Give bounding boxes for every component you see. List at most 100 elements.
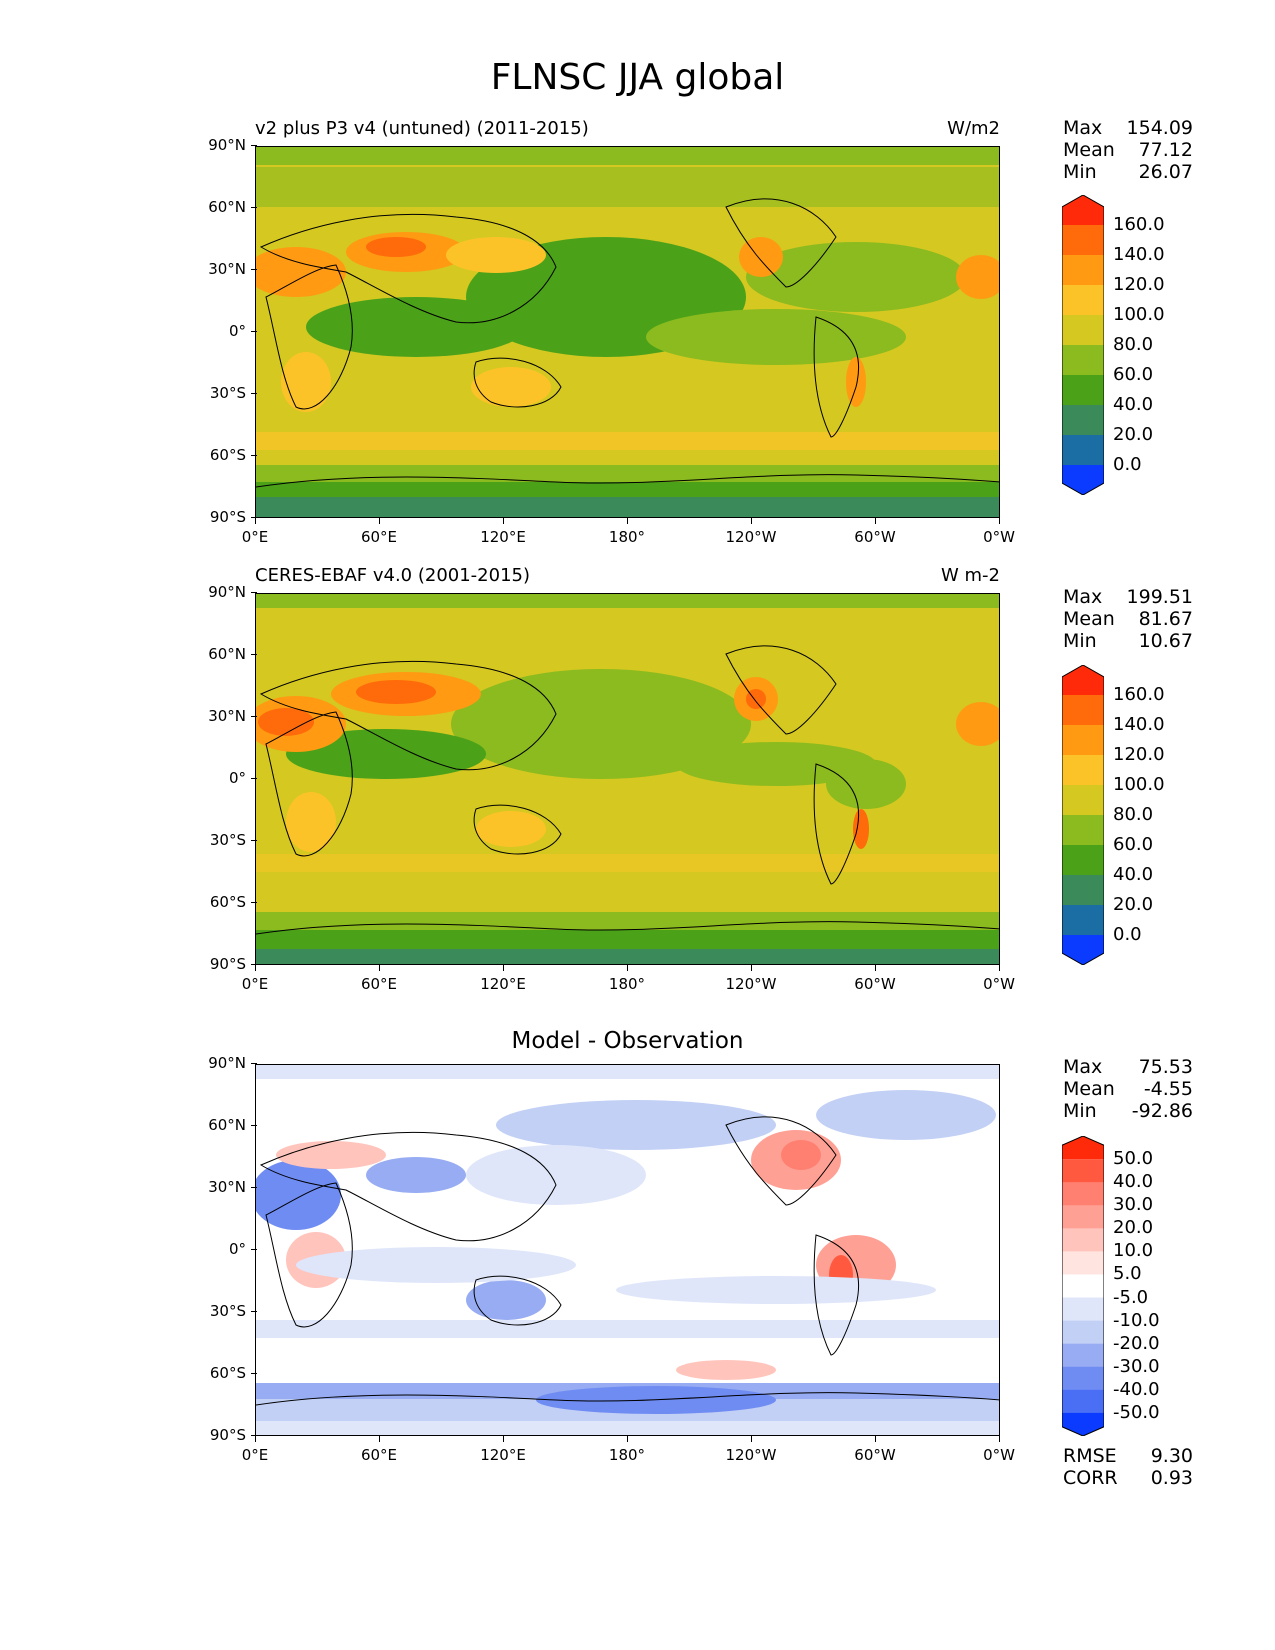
colorbar-tick-label: 60.0 xyxy=(1113,834,1154,855)
lat-tick-label: 30°S xyxy=(186,831,257,849)
lat-tick-label: 90°N xyxy=(186,136,257,154)
colorbar-tick-label: 5.0 xyxy=(1113,1263,1142,1285)
lat-tick-label: 0° xyxy=(186,769,257,787)
lon-tick-label: 180° xyxy=(587,518,667,546)
stat-max-label: Max xyxy=(1063,1056,1103,1078)
colorbar-segment xyxy=(1062,755,1104,786)
lat-tick-label: 30°N xyxy=(186,1178,257,1196)
colorbar-segment xyxy=(1062,285,1104,316)
colorbar-segment xyxy=(1062,195,1104,225)
lon-tick-label: 0°E xyxy=(215,1436,295,1464)
stat-mean: 77.12 xyxy=(1138,139,1193,161)
colorbar xyxy=(1061,1135,1105,1437)
colorbar-graphic xyxy=(1061,194,1105,496)
colorbar-segment xyxy=(1062,1320,1104,1345)
stat-mean-label: Mean xyxy=(1063,1078,1115,1100)
stats-box: Max 199.51 Mean 81.67 Min 10.67 xyxy=(1063,586,1193,652)
colorbar-tick-label: 40.0 xyxy=(1113,394,1154,415)
stat-max: 75.53 xyxy=(1138,1056,1193,1078)
map-field xyxy=(256,147,999,517)
lat-tick-label: 0° xyxy=(186,322,257,340)
figure-title: FLNSC JJA global xyxy=(490,57,785,98)
colorbar-tick-label: 10.0 xyxy=(1113,1240,1154,1262)
stat-max: 154.09 xyxy=(1126,117,1193,139)
colorbar-segment xyxy=(1062,905,1104,936)
colorbar-tick-label: 80.0 xyxy=(1113,334,1154,355)
lon-tick-label: 0°E xyxy=(215,965,295,993)
colorbar-tick-label: 100.0 xyxy=(1113,774,1165,795)
colorbar-tick-label: 140.0 xyxy=(1113,714,1165,735)
stat-min: 26.07 xyxy=(1138,161,1193,183)
panel-subtitle: Model - Observation xyxy=(511,1028,744,1054)
colorbar-tick-label: 30.0 xyxy=(1113,1194,1154,1216)
colorbar-tick-label: 0.0 xyxy=(1113,454,1142,475)
lon-tick-label: 60°W xyxy=(835,1436,915,1464)
colorbar-graphic xyxy=(1061,1135,1105,1437)
colorbar-segment xyxy=(1062,375,1104,406)
colorbar-tick-label: -10.0 xyxy=(1113,1309,1160,1331)
map-plot xyxy=(255,593,1000,965)
colorbar-segment xyxy=(1062,1389,1104,1414)
colorbar-tick-label: 140.0 xyxy=(1113,244,1165,265)
colorbar-tick-label: 20.0 xyxy=(1113,424,1154,445)
comparison-stats: RMSE 9.30 CORR 0.93 xyxy=(1063,1445,1193,1489)
colorbar-segment xyxy=(1062,225,1104,256)
colorbar xyxy=(1061,664,1105,966)
colorbar-segment xyxy=(1062,315,1104,346)
lon-tick-label: 60°W xyxy=(835,518,915,546)
lon-tick-label: 60°E xyxy=(339,1436,419,1464)
colorbar-segment xyxy=(1062,695,1104,726)
colorbar-segment xyxy=(1062,1136,1104,1160)
lon-tick-label: 120°E xyxy=(463,1436,543,1464)
lat-tick-label: 60°S xyxy=(186,893,257,911)
colorbar xyxy=(1061,194,1105,496)
lon-tick-label: 120°W xyxy=(711,1436,791,1464)
lat-tick-label: 60°N xyxy=(186,645,257,663)
stats-box: Max 75.53 Mean -4.55 Min -92.86 xyxy=(1063,1056,1193,1122)
lat-tick-label: 60°S xyxy=(186,1364,257,1382)
lat-tick-label: 60°N xyxy=(186,1116,257,1134)
colorbar-tick-label: 60.0 xyxy=(1113,364,1154,385)
stat-max-label: Max xyxy=(1063,586,1103,608)
lon-tick-label: 60°W xyxy=(835,965,915,993)
panel-difference: Model - Observation xyxy=(0,1028,1275,1476)
stat-min: -92.86 xyxy=(1131,1100,1193,1122)
lat-tick-label: 90°S xyxy=(186,955,257,973)
rmse-label: RMSE xyxy=(1063,1445,1117,1467)
colorbar-segment xyxy=(1062,255,1104,286)
map-plot xyxy=(255,146,1000,518)
map-field xyxy=(256,594,999,964)
stat-mean: -4.55 xyxy=(1143,1078,1193,1100)
colorbar-tick-label: 20.0 xyxy=(1113,1217,1154,1239)
stat-max-label: Max xyxy=(1063,117,1103,139)
rmse-value: 9.30 xyxy=(1150,1445,1193,1467)
colorbar-tick-label: 100.0 xyxy=(1113,304,1165,325)
panel-units: W/m2 xyxy=(947,118,1000,139)
map-field xyxy=(256,1065,999,1435)
colorbar-tick-label: -50.0 xyxy=(1113,1401,1160,1423)
stat-min-label: Min xyxy=(1063,630,1097,652)
lon-tick-label: 0°W xyxy=(959,965,1039,993)
colorbar-segment xyxy=(1062,1159,1104,1183)
lat-tick-label: 90°S xyxy=(186,508,257,526)
lon-tick-label: 0°W xyxy=(959,518,1039,546)
corr-value: 0.93 xyxy=(1150,1467,1193,1489)
colorbar-tick-label: 0.0 xyxy=(1113,924,1142,945)
panel-units: W m-2 xyxy=(940,565,1000,586)
colorbar-segment xyxy=(1062,345,1104,376)
lat-tick-label: 60°S xyxy=(186,446,257,464)
colorbar-segment xyxy=(1062,935,1104,965)
colorbar-tick-label: -5.0 xyxy=(1113,1286,1149,1308)
colorbar-segment xyxy=(1062,435,1104,466)
colorbar-segment xyxy=(1062,465,1104,495)
panel-model: v2 plus P3 v4 (untuned) (2011-2015) W/m2 xyxy=(0,118,1275,558)
stat-min-label: Min xyxy=(1063,161,1097,183)
colorbar-segment xyxy=(1062,1366,1104,1391)
colorbar-tick-label: 40.0 xyxy=(1113,864,1154,885)
colorbar-segment xyxy=(1062,875,1104,906)
lat-tick-label: 60°N xyxy=(186,198,257,216)
lon-tick-label: 120°W xyxy=(711,518,791,546)
lat-tick-label: 0° xyxy=(186,1240,257,1258)
colorbar-tick-label: 160.0 xyxy=(1113,214,1165,235)
panel-observation: CERES-EBAF v4.0 (2001-2015) W m-2 xyxy=(0,565,1275,1005)
